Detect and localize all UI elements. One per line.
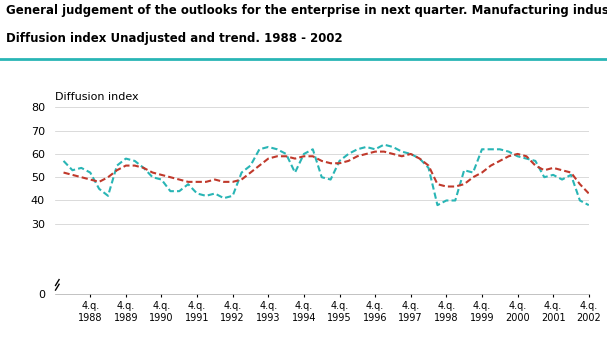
- Unadjusted: [381, 142, 388, 147]
- Trend: [371, 150, 379, 154]
- Unadjusted: [434, 203, 441, 207]
- Text: Diffusion index Unadjusted and trend. 1988 - 2002: Diffusion index Unadjusted and trend. 19…: [6, 32, 343, 45]
- Unadjusted: [238, 170, 245, 175]
- Unadjusted: [229, 194, 236, 198]
- Trend: [60, 170, 67, 175]
- Unadjusted: [398, 150, 405, 154]
- Line: Trend: Trend: [64, 152, 589, 193]
- Text: General judgement of the outlooks for the enterprise in next quarter. Manufactur: General judgement of the outlooks for th…: [6, 4, 607, 16]
- Text: Diffusion index: Diffusion index: [55, 92, 138, 102]
- Trend: [211, 178, 219, 182]
- Trend: [229, 180, 236, 184]
- Trend: [238, 178, 245, 182]
- Unadjusted: [585, 203, 592, 207]
- Trend: [149, 170, 156, 175]
- Trend: [398, 154, 405, 158]
- Trend: [585, 191, 592, 195]
- Unadjusted: [60, 159, 67, 163]
- Unadjusted: [211, 191, 219, 195]
- Trend: [194, 180, 201, 184]
- Unadjusted: [149, 175, 156, 179]
- Unadjusted: [194, 191, 201, 195]
- Line: Unadjusted: Unadjusted: [64, 145, 589, 205]
